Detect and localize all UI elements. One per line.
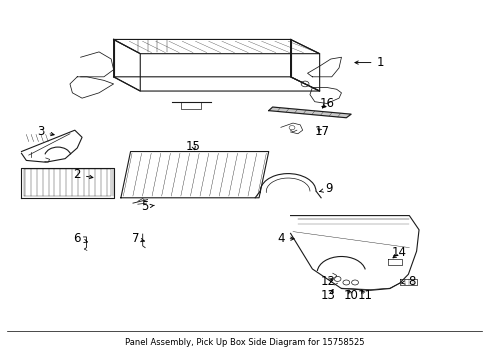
Text: 10: 10 xyxy=(343,289,358,302)
Text: 13: 13 xyxy=(320,289,335,302)
Text: 5: 5 xyxy=(141,200,154,213)
Text: 11: 11 xyxy=(357,289,371,302)
Text: Panel Assembly, Pick Up Box Side Diagram for 15758525: Panel Assembly, Pick Up Box Side Diagram… xyxy=(124,338,364,347)
Text: 9: 9 xyxy=(319,183,332,195)
Text: 14: 14 xyxy=(391,247,407,260)
Text: 6: 6 xyxy=(73,232,87,245)
Text: 3: 3 xyxy=(37,126,54,139)
Text: 7: 7 xyxy=(131,232,144,245)
Text: 2: 2 xyxy=(73,168,93,181)
Text: 16: 16 xyxy=(319,97,334,110)
Text: 1: 1 xyxy=(354,56,383,69)
Text: 17: 17 xyxy=(314,126,329,139)
Text: 15: 15 xyxy=(186,140,201,153)
Text: 4: 4 xyxy=(277,232,293,245)
Text: 8: 8 xyxy=(401,275,415,288)
Polygon shape xyxy=(268,107,350,118)
Text: 12: 12 xyxy=(320,275,335,288)
